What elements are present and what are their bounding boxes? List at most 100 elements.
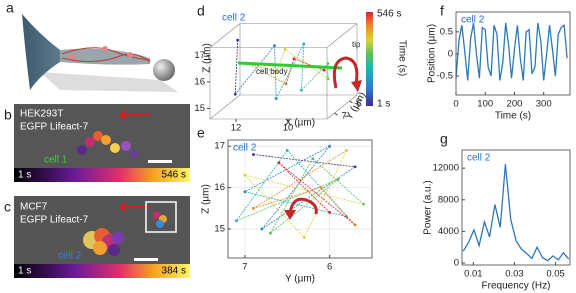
illustration [22,14,178,92]
trajectory-segment [246,62,287,85]
rotation-arrow [288,197,318,215]
x-axis-label: X (µm) [285,118,315,129]
y-tick-label: 17 [214,141,225,152]
y-tick-label: 0 [454,258,459,269]
chart-label: cell 2 [467,153,491,164]
y-tick-label: 7 [342,111,347,122]
y-tick-label: 0 [448,48,453,59]
trajectory-segment [320,187,356,226]
panel-label: c [4,199,11,215]
y-tick-label: 4000 [438,226,459,237]
trajectory-segment [244,145,330,193]
cell-axis [237,61,343,70]
image-text: HEK293T [20,109,63,120]
x-tick-label: 10 [283,123,294,134]
box-edge [209,94,241,120]
x-tick-label: 0 [453,99,458,110]
box-edge [209,23,241,48]
colorbar-label: 384 s [162,266,186,277]
trajectory-point [326,62,330,65]
micrograph: HEK293T EGFP Lifeact-7 cell 1 1 s 546 s [14,104,190,182]
trajectory-segment [244,174,364,205]
trajectory-point [328,211,332,214]
x-tick-label: 6 [327,262,332,273]
colorbar-label: 546 s [162,170,186,181]
colorbar-title: Time (s) [396,40,407,76]
x-tick-label: 0.05 [546,269,565,280]
colorbar-label: 1 s [18,266,31,277]
plot-frame [227,139,373,259]
trajectory-segment [261,166,356,230]
y-tick-label: 16 [214,182,225,193]
y-tick-label: 15 [214,224,225,235]
trajectory-segment [312,158,364,205]
x-tick-label: 12 [231,123,242,134]
trajectory-segment [234,40,239,95]
trajectory-segment [303,150,347,238]
plot-frame [455,11,571,96]
x-tick-label: 0.01 [464,269,483,280]
trajectory-segment [275,49,286,72]
y-tick-label: 0.5 [440,26,453,37]
y-axis-label: Z (µm) [201,184,212,214]
y-axis-label: Position (µm) [427,24,438,83]
data-line [455,22,568,81]
trajectory-segment [285,58,295,85]
data-line [462,164,570,262]
trajectory-segment [284,49,329,80]
panel-label: g [440,131,448,147]
x-tick-label: 300 [536,99,552,110]
chart-label: cell 2 [222,13,246,24]
panel-label: a [6,0,14,16]
trajectory-segment [270,179,339,234]
annotation: tip [352,40,361,49]
z-tick-label: 16 [194,76,205,87]
y-tick-label: 12000 [433,163,459,174]
panel-label: e [197,125,205,141]
x-tick-label: 100 [477,99,493,110]
tick-mark [334,112,338,116]
trajectory-segment [286,150,347,217]
trajectory-segment [253,150,347,209]
box-edge [326,94,358,120]
x-tick-label: 200 [507,99,523,110]
plot-frame [461,149,571,266]
x-axis-label: Frequency (Hz) [482,281,551,292]
trajectory-point [273,44,276,48]
image-text: EGFP Lifeact-7 [20,122,89,133]
arrow-head [351,80,362,92]
y-axis-label: Power (a.u.) [423,180,434,234]
tick-mark [349,100,353,104]
z-axis-label: Z (µm) [202,43,213,73]
y-tick-label: -0.5 [437,71,453,82]
panel-label: b [4,107,12,123]
x-tick-label: 0.03 [505,269,524,280]
trajectory-point [236,38,240,42]
image-text: EGFP Lifeact-7 [20,215,89,226]
x-axis-label: Time (s) [495,111,531,122]
trajectory-segment [293,58,325,71]
rotation-arrow [332,56,359,89]
y-tick-label: 8000 [438,194,459,205]
micrograph: MCF7 EGFP Lifeact-7 cell 2 1 s 384 s [14,196,190,278]
colorbar-label: 1 s [377,99,390,110]
colorbar-label: 1 s [18,170,31,181]
image-text: cell 1 [44,155,68,166]
arrow-head [284,210,296,220]
trajectory-segment [270,158,314,234]
colorbar [366,12,373,106]
trajectory-segment [253,154,356,168]
x-tick-label: 7 [242,262,247,273]
z-tick-label: 17 [194,50,205,61]
trajectory-segment [278,162,356,226]
chart-label: cell 2 [233,143,257,154]
chart-label: cell 2 [461,15,485,26]
box-edge [326,23,358,48]
trajectory-point [322,68,326,72]
colorbar-label: 546 s [377,9,401,20]
trajectory-segment [236,150,288,221]
image-text: cell 2 [58,251,82,262]
image-text: MCF7 [20,202,48,213]
annotation: cell body [256,67,288,76]
trajectory-segment [301,43,305,91]
